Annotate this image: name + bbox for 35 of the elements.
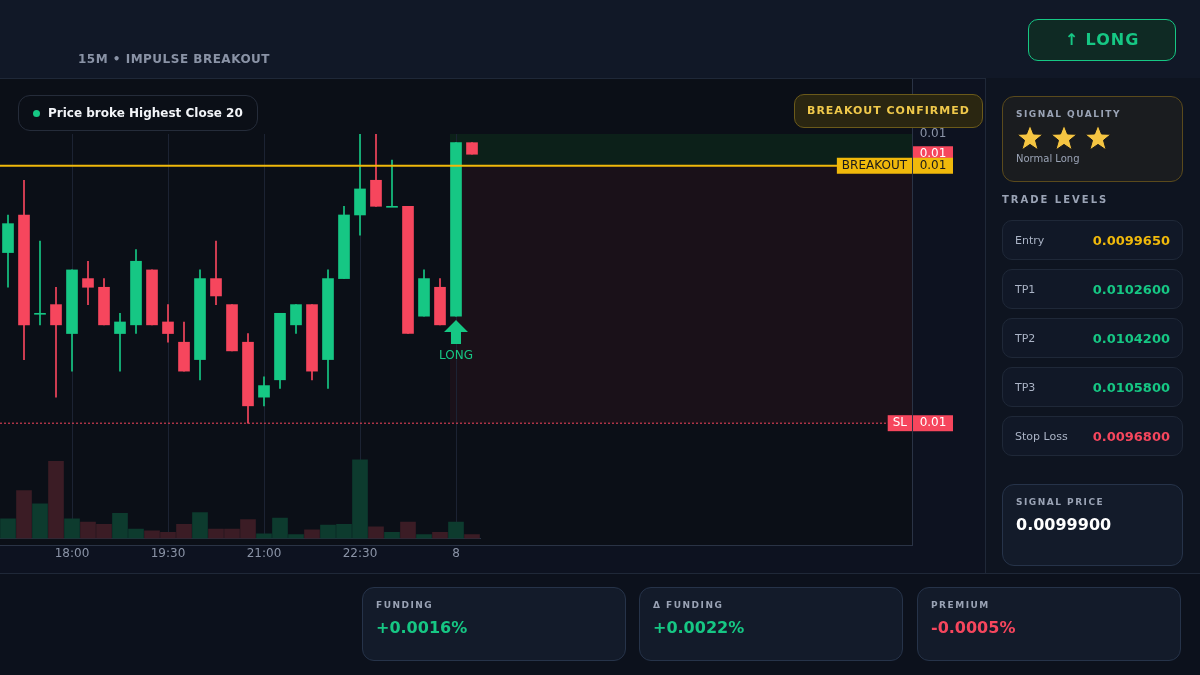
- x-tick-label: 8: [452, 545, 460, 560]
- ref-line-label: SL: [892, 415, 908, 430]
- text: Entry: [1015, 233, 1045, 247]
- x-tick-label: 19:30: [150, 545, 186, 560]
- text: SIGNAL PRICE: [1016, 497, 1106, 507]
- text: SIGNAL QUALITY: [1016, 109, 1122, 119]
- text: Δ FUNDING: [653, 600, 725, 610]
- text: PREMIUM: [931, 600, 991, 610]
- text: BREAKOUT CONFIRMED: [794, 94, 983, 128]
- text: 0.0102600: [1092, 281, 1170, 297]
- text: 0.01: [919, 126, 947, 141]
- ref-line-label: BREAKOUT: [841, 157, 908, 172]
- text: 0.0105800: [1092, 379, 1170, 395]
- text: FUNDING: [376, 600, 435, 610]
- text: TP1: [1015, 282, 1036, 296]
- text: 0.0096800: [1092, 428, 1170, 444]
- x-tick-label: 22:30: [342, 545, 378, 560]
- x-tick-label: 21:00: [246, 545, 282, 560]
- text: 0.0099900: [1016, 515, 1113, 534]
- chart-subtitle: 15M • IMPULSE BREAKOUT: [78, 52, 271, 66]
- text: -0.0005%: [931, 618, 1017, 637]
- x-tick-label: 18:00: [54, 545, 90, 560]
- text: 0.0104200: [1092, 330, 1170, 346]
- text: TP2: [1015, 331, 1036, 345]
- text: Price broke Highest Close 20: [48, 106, 243, 120]
- text: TRADE LEVELS: [1002, 194, 1110, 205]
- text: 0.0099650: [1092, 232, 1170, 248]
- annotation: LONG: [439, 348, 473, 363]
- text: ↑ LONG: [1028, 19, 1176, 61]
- text: TP3: [1015, 380, 1036, 394]
- text: +0.0022%: [653, 618, 746, 637]
- text: Stop Loss: [1015, 429, 1068, 443]
- text: Normal Long: [1016, 153, 1081, 164]
- text: +0.0016%: [376, 618, 469, 637]
- text: 0.01: [919, 415, 947, 430]
